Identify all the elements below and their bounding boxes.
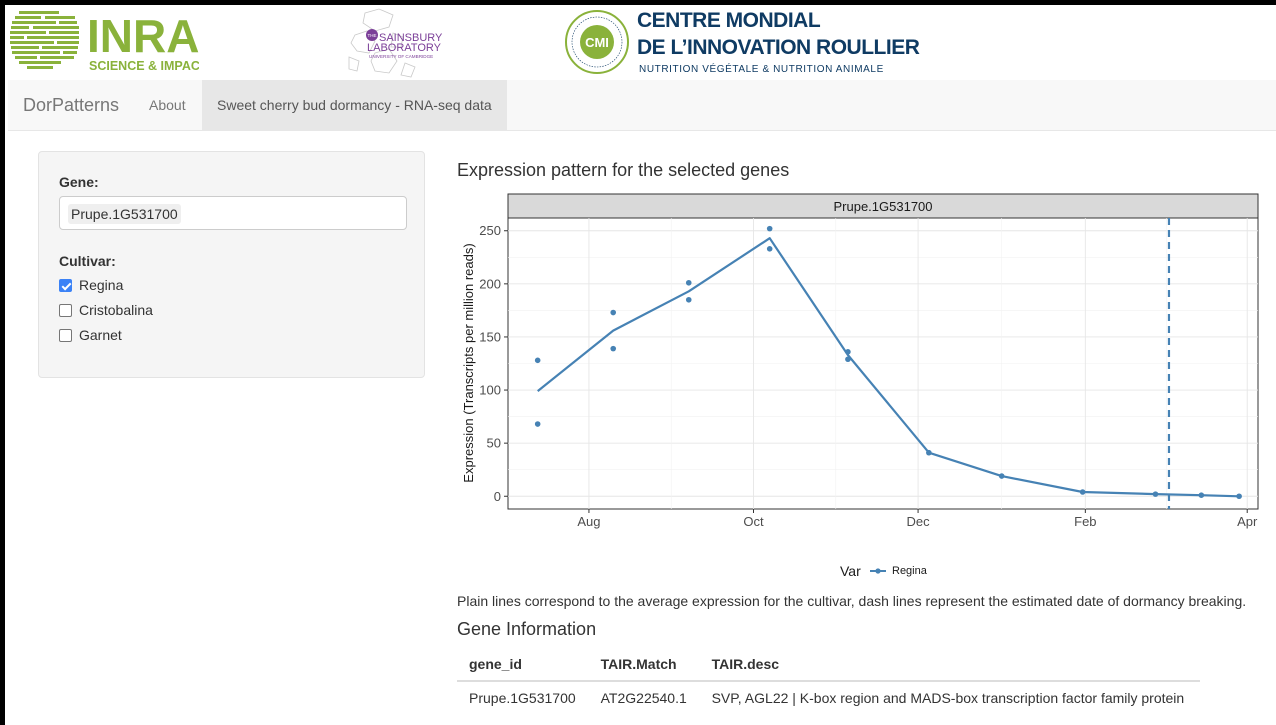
expression-title: Expression pattern for the selected gene…	[457, 160, 790, 180]
series-regina	[534, 218, 1242, 509]
data-point	[845, 356, 851, 363]
y-tick-label: 100	[479, 383, 501, 398]
x-tick-label: Aug	[577, 514, 600, 529]
cell-gene-id: Prupe.1G531700	[469, 690, 576, 706]
window-top-border	[0, 0, 1276, 5]
cmi-logo: CMI	[565, 10, 629, 74]
cell-tair-desc: SVP, AGL22 | K-box region and MADS-box t…	[711, 690, 1185, 706]
data-point	[534, 357, 541, 364]
cultivar-option-label: Garnet	[79, 327, 122, 343]
y-tick-label: 200	[479, 276, 501, 291]
gene-information-title: Gene Information	[457, 619, 597, 639]
x-tick-label: Apr	[1237, 514, 1258, 529]
table-row: Prupe.1G531700 AT2G22540.1 SVP, AGL22 | …	[457, 681, 1200, 714]
y-axis-label: Expression (Transcripts per million read…	[461, 243, 476, 482]
sainsbury-university: UNIVERSITY OF CAMBRIDGE	[369, 54, 433, 59]
tab-about[interactable]: About	[149, 97, 186, 113]
sainsbury-laboratory: LABORATORY	[367, 42, 442, 54]
gene-info-table: gene_id TAIR.Match TAIR.desc Prupe.1G531…	[457, 648, 1200, 714]
sainsbury-name: SAINSBURY	[379, 32, 443, 44]
y-tick-label: 50	[487, 436, 501, 451]
grid-lines	[508, 218, 1258, 509]
facet-strip	[507, 193, 1259, 219]
data-point	[926, 449, 932, 456]
legend-entry-regina: Regina	[892, 565, 928, 577]
data-point	[766, 245, 773, 252]
inra-tagline: SCIENCE & IMPACT	[89, 59, 199, 73]
chart-caption: Plain lines correspond to the average ex…	[457, 593, 1247, 609]
data-point	[534, 421, 541, 427]
gene-label: Gene:	[59, 174, 99, 190]
data-point	[1079, 489, 1086, 495]
column-header-tair-match[interactable]: TAIR.Match	[588, 648, 700, 682]
cmi-line3: NUTRITION VÉGÉTALE & NUTRITION ANIMALE	[639, 64, 884, 75]
logo-banner: INRA SCIENCE & IMPACT THE SAINSBURY LABO…	[5, 5, 1276, 80]
y-tick-label: 250	[479, 223, 501, 238]
data-point	[685, 279, 692, 286]
column-header-tair-desc[interactable]: TAIR.desc	[699, 648, 1200, 682]
navbar: DorPatterns About Sweet cherry bud dorma…	[8, 80, 1276, 131]
data-point	[1236, 493, 1242, 500]
sidebar-panel: Gene: Prupe.1G531700 Cultivar: Regina Cr…	[38, 151, 425, 378]
inra-wordmark: INRA	[87, 10, 199, 62]
legend: Var Regina	[840, 563, 928, 579]
facet-title: Prupe.1G531700	[833, 199, 932, 214]
data-point	[610, 309, 617, 316]
data-point	[1152, 491, 1159, 497]
data-point	[845, 349, 851, 355]
data-point	[685, 296, 692, 303]
y-axis: 0 50 100 150 200 250	[479, 223, 508, 504]
cmi-wordmark: CENTRE MONDIAL DE L’INNOVATION ROULLIER …	[637, 7, 1037, 77]
sainsbury-the: THE	[368, 33, 377, 38]
cmi-line2: DE L’INNOVATION ROULLIER	[637, 36, 920, 59]
y-tick-label: 0	[494, 489, 501, 504]
legend-title: Var	[840, 563, 861, 579]
cmi-badge-text: CMI	[585, 35, 609, 50]
data-point	[610, 345, 617, 352]
checkbox-garnet[interactable]	[59, 329, 72, 342]
x-tick-label: Dec	[907, 514, 931, 529]
table-header-row: gene_id TAIR.Match TAIR.desc	[457, 648, 1200, 682]
gene-select-input[interactable]: Prupe.1G531700	[59, 196, 407, 230]
window-left-border	[0, 0, 5, 725]
cultivar-label: Cultivar:	[59, 253, 116, 269]
x-tick-label: Oct	[743, 514, 764, 529]
y-tick-label: 150	[479, 329, 501, 344]
selected-gene-chip[interactable]: Prupe.1G531700	[68, 204, 181, 224]
navbar-brand[interactable]: DorPatterns	[23, 95, 120, 115]
cultivar-option-label: Cristobalina	[79, 302, 153, 318]
tab-rna-seq-data[interactable]: Sweet cherry bud dormancy - RNA-seq data	[202, 80, 507, 130]
x-tick-label: Feb	[1074, 514, 1096, 529]
expression-chart: Prupe.1G531700 0 50 100 150 200 250 Aug Oct Dec…	[461, 193, 1259, 579]
inra-logo: INRA SCIENCE & IMPACT	[10, 10, 199, 73]
data-point	[766, 225, 773, 232]
column-header-gene-id[interactable]: gene_id	[457, 648, 589, 682]
data-point	[1198, 492, 1205, 498]
cmi-line1: CENTRE MONDIAL	[637, 9, 821, 32]
data-point	[998, 473, 1005, 479]
checkbox-regina[interactable]	[59, 279, 72, 292]
checkbox-cristobalina[interactable]	[59, 304, 72, 317]
legend-key-point	[875, 568, 881, 574]
cultivar-option-label: Regina	[79, 277, 124, 293]
x-axis: Aug Oct Dec Feb Apr	[577, 509, 1258, 529]
sainsbury-logo: THE SAINSBURY LABORATORY UNIVERSITY OF C…	[348, 8, 443, 78]
cell-tair-match: AT2G22540.1	[600, 690, 687, 706]
